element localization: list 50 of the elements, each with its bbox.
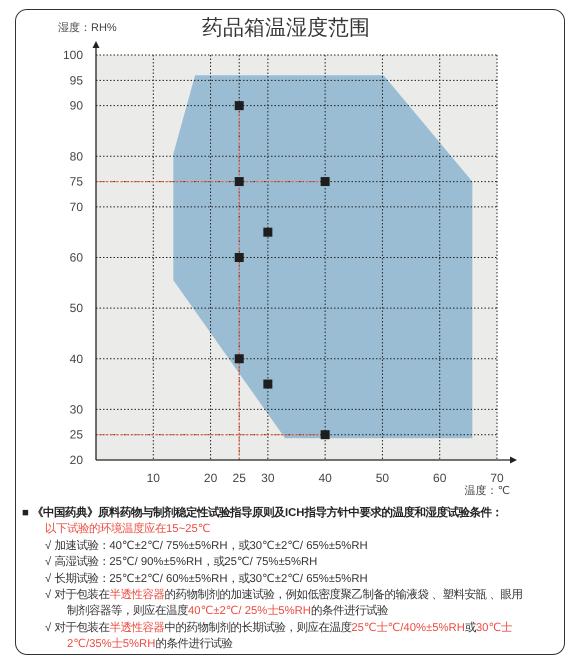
text: 半透性容器 xyxy=(109,622,164,634)
x-tick-label: 25 xyxy=(232,471,246,485)
point xyxy=(263,380,272,389)
text: ■ 《中国药典》原料药物与制剂稳定性试验指导原则及ICH指导方针中要求的温度和湿度试验条件： xyxy=(22,507,502,519)
text: 40℃±2℃/ 25%士5%RH xyxy=(188,605,311,618)
point xyxy=(234,354,244,364)
text: 的药物制剂的加速试验，例如低密度聚乙制备的输液袋 、塑料安瓿 、眼用 xyxy=(164,589,523,602)
y-tick-label: 20 xyxy=(70,453,84,467)
text: 2℃/35%士5%RH xyxy=(67,638,156,650)
y-tick-label: 50 xyxy=(70,301,84,316)
text: 的条件进行试验 xyxy=(310,605,388,618)
text: 制剂容器等，则应在温度 xyxy=(67,605,188,618)
text: √ 高湿试验：25℃/ 90%±5%RH，或25℃/ 75%±5%RH xyxy=(45,556,318,568)
y-tick-label: 90 xyxy=(70,98,84,113)
y-axis-title: 湿度：RH% xyxy=(58,21,117,34)
y-tick-label: 60 xyxy=(70,250,84,264)
x-tick-label: 30 xyxy=(261,471,275,485)
x-tick-label: 10 xyxy=(146,471,160,485)
point xyxy=(234,177,244,186)
text: 中的药物制剂的长期试验，则应在温度 xyxy=(164,622,352,634)
y-tick-label: 75 xyxy=(70,174,84,189)
x-tick-label: 60 xyxy=(433,471,447,485)
y-tick-label: 80 xyxy=(70,149,84,164)
text: 25℃士℃/40%±5%RH xyxy=(351,622,465,634)
text: √ 长期试验：25℃±2℃/ 60%±5%RH，或30℃±2℃/ 65%±5%RH xyxy=(45,572,368,585)
chart-title: 药品箱温湿度范围 xyxy=(202,16,370,40)
x-axis-title: 温度：℃ xyxy=(464,484,510,497)
x-tick-label: 50 xyxy=(376,471,390,485)
y-tick-label: 25 xyxy=(70,428,84,442)
text: 30℃士 xyxy=(476,622,512,634)
y-tick-label: 40 xyxy=(70,352,84,366)
point xyxy=(320,430,330,440)
x-tick-label: 20 xyxy=(204,471,218,485)
text: √ 加速试验：40℃±2℃/ 75%±5%RH，或30℃±2℃/ 65%±5%RH xyxy=(45,540,368,552)
y-tick-label: 70 xyxy=(70,200,84,214)
text: 的条件进行试验 xyxy=(155,638,232,650)
point xyxy=(320,177,330,186)
text: √ 对于包装在 xyxy=(45,622,110,634)
text: 半透性容器 xyxy=(109,589,164,602)
y-tick-label: 100 xyxy=(62,48,84,62)
y-tick-label: 95 xyxy=(70,73,84,88)
text: √ 对于包装在 xyxy=(45,589,110,602)
x-tick-label: 70 xyxy=(490,471,504,485)
y-tick-label: 30 xyxy=(70,402,84,416)
point xyxy=(234,101,244,110)
text: 以下试验的环境温度应在15~25℃ xyxy=(45,523,210,536)
point xyxy=(234,253,244,262)
x-tick-label: 40 xyxy=(318,471,332,485)
text: 或 xyxy=(464,622,476,634)
point xyxy=(263,228,272,237)
